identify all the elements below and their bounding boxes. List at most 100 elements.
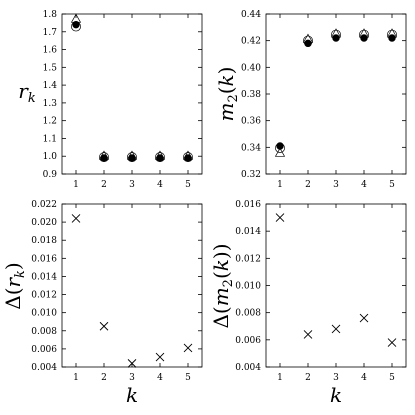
plot-frame <box>61 13 203 175</box>
data-point-open-circle <box>99 152 109 163</box>
data-point-filled-circle <box>304 39 312 48</box>
data-point-filled-circle <box>388 34 396 42</box>
y-tick-label: 0.36 <box>241 117 261 127</box>
y-tick-label: 0.38 <box>241 90 261 100</box>
x-tick-label: 3 <box>129 373 135 383</box>
data-point-open-circle <box>127 152 137 163</box>
y-tick-label: 0.32 <box>241 170 261 180</box>
x-tick-label: 4 <box>361 180 367 190</box>
x-tick-label: 4 <box>157 180 163 190</box>
marks <box>275 213 397 347</box>
data-point-cross <box>275 213 285 222</box>
y-tick-label: 0.012 <box>31 291 57 301</box>
x-tick-label: 4 <box>157 373 163 383</box>
data-point-cross <box>303 330 313 339</box>
y-tick-label: 0.006 <box>31 345 57 355</box>
y-axis-label: m2(k) <box>214 67 241 122</box>
ticks: 1 2 3 4 5 0.004 0.006 0.008 0.010 0.012 0.014 0.016… <box>31 200 202 383</box>
y-tick-label: 1.0 <box>43 152 58 162</box>
y-tick-label: 0.012 <box>235 254 261 264</box>
x-tick-label: 2 <box>305 373 311 383</box>
y-tick-label: 0.016 <box>235 200 261 210</box>
x-tick-label: 2 <box>305 180 311 190</box>
y-tick-label: 0.018 <box>31 236 57 246</box>
data-point-open-circle <box>183 152 193 163</box>
y-tick-label: 0.014 <box>235 227 261 237</box>
y-tick-label: 0.010 <box>31 309 57 319</box>
data-point-filled-circle <box>276 142 284 150</box>
x-tick-label: 5 <box>185 373 191 383</box>
x-tick-label: 2 <box>101 373 107 383</box>
data-point-filled-circle <box>100 154 108 162</box>
plot-frame <box>265 203 407 368</box>
data-point-cross <box>331 324 341 334</box>
x-axis-label: k <box>126 383 138 407</box>
x-tick-label: 5 <box>389 373 395 383</box>
marks <box>71 214 193 368</box>
y-tick-label: 1.5 <box>43 63 58 73</box>
y-tick-label: 0.42 <box>241 37 261 47</box>
y-tick-label: 0.020 <box>31 218 57 228</box>
y-tick-label: 0.44 <box>241 10 261 20</box>
y-axis-label: Δ(m2(k)) <box>209 243 236 328</box>
y-tick-label: 0.34 <box>241 143 261 153</box>
panel-delta-r-k: 1 2 3 4 5 0.004 0.006 0.008 0.010 0.012 0.014 0.016… <box>1 200 203 407</box>
data-point-cross <box>127 359 137 368</box>
y-tick-label: 0.014 <box>31 272 57 282</box>
x-tick-label: 3 <box>333 180 339 190</box>
data-point-filled-circle <box>332 34 340 42</box>
y-tick-label: 0.004 <box>31 363 57 373</box>
data-point-cross <box>99 321 109 331</box>
y-tick-label: 1.4 <box>43 81 58 91</box>
x-tick-label: 1 <box>277 180 283 190</box>
x-tick-label: 2 <box>101 180 107 190</box>
x-tick-label: 1 <box>277 373 283 383</box>
x-tick-label: 5 <box>389 180 395 190</box>
y-axis-label: Δ(rk) <box>1 262 28 310</box>
panel-delta-m2-k: 1 2 3 4 5 0.004 0.006 0.008 0.010 0.012 0.014 0.016… <box>209 200 407 407</box>
y-tick-label: 1.3 <box>43 99 58 109</box>
y-tick-label: 0.010 <box>235 282 261 292</box>
y-tick-label: 0.004 <box>235 363 261 373</box>
y-tick-label: 0.016 <box>31 254 57 264</box>
y-tick-label: 1.7 <box>43 28 58 38</box>
ticks: 1 2 3 4 5 0.004 0.006 0.008 0.010 0.012 0.014 0.016 <box>235 200 406 383</box>
data-point-cross <box>387 338 397 347</box>
y-tick-label: 1.2 <box>43 117 57 127</box>
y-tick-label: 0.40 <box>241 63 261 73</box>
data-point-filled-circle <box>156 154 164 162</box>
panel-r-k: 1 2 3 4 5 0.9 1.0 1.1 1.2 1.3 1.4 1.5 1.6 1.7 1.8 rk <box>18 10 203 190</box>
x-tick-label: 1 <box>73 373 79 383</box>
data-point-cross <box>155 352 165 362</box>
ticks: 1 2 3 4 5 0.9 1.0 1.1 1.2 1.3 1.4 1.5 1.6 1.7 1.8 <box>43 10 202 190</box>
y-tick-label: 0.9 <box>43 170 58 180</box>
y-tick-label: 0.006 <box>235 336 261 346</box>
x-tick-label: 1 <box>73 180 79 190</box>
data-point-filled-circle <box>72 20 80 29</box>
panel-m2-k: 1 2 3 4 5 0.32 0.34 0.36 0.38 0.40 0.42 0.44 m2(k) <box>214 10 407 190</box>
x-tick-label: 4 <box>361 373 367 383</box>
marks <box>274 28 398 157</box>
data-point-filled-circle <box>184 154 192 162</box>
plot-frame <box>61 203 203 368</box>
x-tick-label: 3 <box>129 180 135 190</box>
data-point-cross <box>359 313 369 323</box>
y-tick-label: 0.022 <box>31 200 57 210</box>
data-point-filled-circle <box>360 34 368 42</box>
y-axis-label: rk <box>18 79 36 106</box>
y-tick-label: 1.6 <box>43 46 58 56</box>
marks <box>70 13 194 163</box>
x-tick-label: 3 <box>333 373 339 383</box>
data-point-open-circle <box>155 152 165 163</box>
x-axis-label: k <box>330 383 342 407</box>
data-point-filled-circle <box>128 154 136 162</box>
data-point-cross <box>183 343 193 353</box>
y-tick-label: 1.8 <box>43 10 58 20</box>
y-tick-label: 0.008 <box>235 309 261 319</box>
x-tick-label: 5 <box>185 180 191 190</box>
ticks: 1 2 3 4 5 0.32 0.34 0.36 0.38 0.40 0.42 0.44 <box>241 10 406 190</box>
y-tick-label: 0.008 <box>31 327 57 337</box>
data-point-cross <box>71 214 81 223</box>
y-tick-label: 1.1 <box>43 134 57 144</box>
